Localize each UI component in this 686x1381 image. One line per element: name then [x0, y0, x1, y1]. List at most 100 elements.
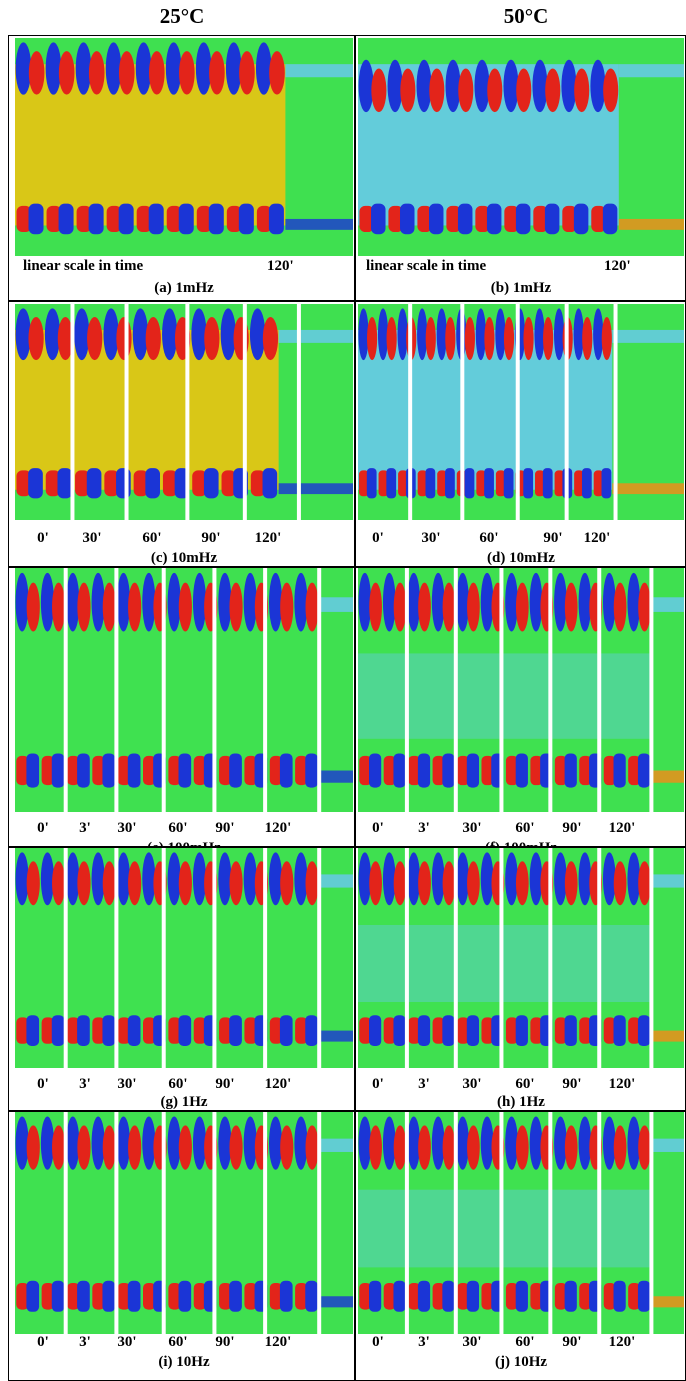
heatmap-blob [371, 69, 386, 113]
heatmap-blob [239, 204, 254, 235]
heatmap-blob [394, 861, 407, 905]
heatmap-blob [92, 1116, 105, 1169]
heatmap-blob [627, 1116, 640, 1169]
heatmap-tail [619, 64, 684, 77]
column-divider [354, 35, 356, 1381]
heatmap-blob [426, 317, 436, 360]
segment-separator [649, 568, 653, 812]
heatmap-blob [602, 317, 612, 360]
heatmap-blob [87, 468, 102, 498]
heatmap-blob [119, 204, 134, 235]
heatmap-blob [638, 861, 651, 905]
heatmap-blob [179, 1015, 192, 1046]
row-divider [8, 566, 686, 568]
panel-caption: (i) 10Hz [15, 1354, 353, 1371]
heatmap-blob [467, 1015, 479, 1046]
heatmap-blob [218, 852, 231, 905]
heatmap-blob [487, 69, 502, 113]
heatmap-blob [386, 468, 396, 498]
heatmap-blob [543, 468, 553, 498]
heatmap-blob [57, 468, 72, 498]
segment-separator [548, 1112, 552, 1334]
panel-caption: (g) 1Hz [15, 1094, 353, 1111]
heatmap-blob [142, 852, 155, 905]
heatmap-blob [371, 204, 385, 235]
heatmap-blob [516, 583, 529, 632]
heatmap-blob [565, 861, 578, 905]
heatmap-blob [417, 60, 432, 112]
heatmap-blob [495, 308, 505, 360]
heatmap-blob [383, 1116, 396, 1169]
tick-label: 60' [515, 1076, 534, 1093]
page: {"headers": ["25°C", "50°C"], "panels": … [0, 0, 686, 1381]
heatmap-image [15, 304, 353, 520]
heatmap-blob [432, 573, 445, 632]
tick-label: 3' [418, 820, 430, 837]
heatmap-blob [280, 1125, 293, 1169]
heatmap-blob [383, 573, 396, 632]
heatmap-blob [442, 1281, 454, 1312]
segment-separator [125, 304, 129, 520]
heatmap-blob [574, 69, 589, 113]
heatmap-blob [229, 1125, 242, 1169]
heatmap-blob [358, 573, 371, 632]
tick-label: 60' [515, 1334, 534, 1351]
heatmap-blob [545, 204, 559, 235]
heatmap-blob [614, 861, 627, 905]
heatmap-tail [319, 1031, 353, 1042]
heatmap-tail [319, 597, 353, 612]
heatmap-blob [229, 861, 242, 905]
heatmap-blob [269, 1116, 282, 1169]
tick-label: 0' [37, 1334, 49, 1351]
heatmap-blob [467, 583, 480, 632]
tick-label: 60' [515, 820, 534, 837]
column-header: 25°C [82, 4, 282, 29]
heatmap-blob [458, 204, 472, 235]
heatmap-blob [638, 753, 650, 787]
heatmap-image [15, 38, 353, 256]
heatmap-tail [279, 483, 353, 494]
heatmap-blob [543, 317, 553, 360]
heatmap-blob [168, 1116, 181, 1169]
heatmap-blob [467, 861, 480, 905]
tick-label: 30' [462, 820, 481, 837]
segment-separator [597, 568, 601, 812]
heatmap-blob [52, 583, 65, 632]
heatmap-blob [193, 1116, 206, 1169]
heatmap-blob [209, 204, 224, 235]
heatmap-blob [204, 317, 219, 360]
heatmap-blob [77, 753, 90, 787]
heatmap-blob [29, 51, 45, 95]
tick-label: 120' [265, 820, 292, 837]
heatmap-blob [530, 1116, 543, 1169]
heatmap-image [358, 848, 684, 1068]
heatmap-blob [87, 317, 102, 360]
heatmap-blob [574, 308, 584, 360]
heatmap-blob [638, 1015, 650, 1046]
tick-label: 30' [462, 1076, 481, 1093]
heatmap-tail [319, 874, 353, 887]
segment-separator [243, 304, 247, 520]
heatmap-blob [487, 204, 501, 235]
heatmap-blob [437, 308, 447, 360]
heatmap-blob [465, 317, 475, 360]
segment-separator [454, 1112, 458, 1334]
heatmap-blob [504, 468, 514, 498]
heatmap-blob [204, 468, 219, 498]
heatmap-blob [458, 69, 473, 113]
tick-label: 60' [168, 820, 187, 837]
heatmap-blob [394, 1125, 407, 1169]
heatmap-blob [28, 317, 43, 360]
segment-separator [499, 1112, 503, 1334]
heatmap-blob [407, 852, 420, 905]
heatmap-tail [619, 219, 684, 230]
tick-label: 0' [37, 1076, 49, 1093]
heatmap-blob [445, 468, 455, 498]
heatmap-image [15, 1112, 353, 1334]
heatmap-blob [474, 60, 489, 112]
segment-separator [185, 304, 189, 520]
heatmap-blob [77, 1125, 90, 1169]
heatmap-blob [269, 573, 282, 632]
heatmap-blob [244, 573, 257, 632]
heatmap-blob [614, 1015, 626, 1046]
